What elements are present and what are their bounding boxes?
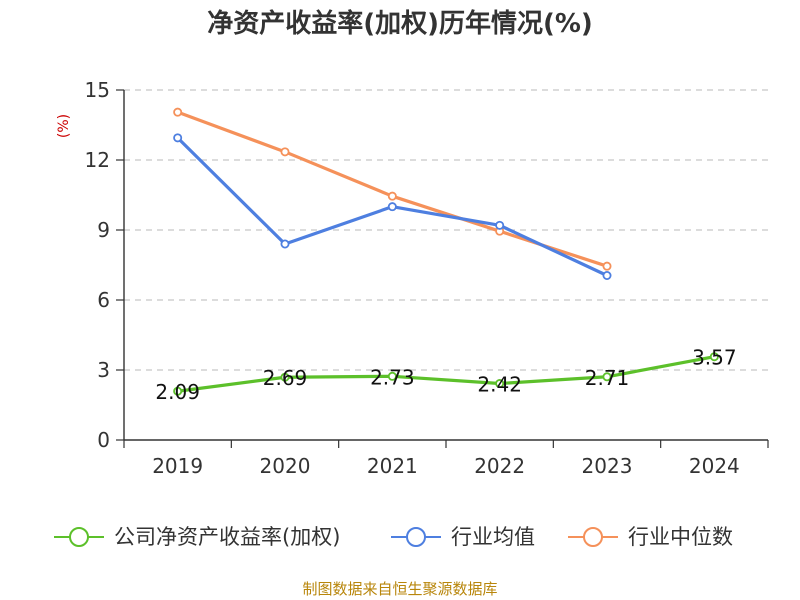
series-lines — [173, 107, 719, 396]
data-point — [602, 372, 612, 382]
y-tick-label: 15 — [85, 78, 110, 102]
legend-item-0[interactable]: 公司净资产收益率(加权) — [54, 525, 340, 549]
legend-marker — [69, 527, 89, 547]
x-tick-label: 2021 — [367, 454, 418, 478]
data-labels: 2.09 2.69 2.73 2.42 2.71 3.57 — [155, 346, 736, 405]
y-tick-label: 6 — [97, 288, 110, 312]
legend-item-2[interactable]: 行业中位数 — [568, 525, 733, 549]
data-point — [173, 133, 183, 143]
legend[interactable]: 公司净资产收益率(加权) 行业均值 行业中位数 — [54, 525, 733, 549]
data-label: 2.69 — [263, 366, 308, 390]
legend-item-1[interactable]: 行业均值 — [391, 525, 535, 549]
x-tick-label: 2023 — [582, 454, 633, 478]
y-tick-label: 9 — [97, 218, 110, 242]
y-tick-label: 3 — [97, 358, 110, 382]
axes: 0 3 6 9 12 15 2019 2020 2021 2022 2023 2024 — [85, 78, 769, 478]
data-label: 2.42 — [477, 373, 522, 397]
data-label: 2.73 — [370, 365, 415, 389]
data-point — [387, 202, 397, 212]
data-point — [280, 239, 290, 249]
grid-lines — [124, 89, 768, 371]
data-point — [709, 352, 719, 362]
y-tick-label: 12 — [85, 148, 110, 172]
data-point — [387, 191, 397, 201]
series-line-0 — [176, 355, 716, 393]
data-label: 2.71 — [585, 366, 630, 390]
x-tick-label: 2022 — [474, 454, 525, 478]
data-label: 2.09 — [155, 380, 200, 404]
data-point — [173, 386, 183, 396]
data-point — [602, 261, 612, 271]
data-label: 3.57 — [692, 346, 737, 370]
legend-label: 公司净资产收益率(加权) — [114, 525, 340, 549]
chart-title: 净资产收益率(加权)历年情况(%) — [207, 8, 593, 39]
data-point — [495, 220, 505, 230]
y-tick-label: 0 — [97, 428, 110, 452]
source-note: 制图数据来自恒生聚源数据库 — [302, 580, 497, 598]
series-line-2 — [176, 110, 609, 268]
x-tick-label: 2020 — [260, 454, 311, 478]
data-point — [280, 147, 290, 157]
data-point — [387, 371, 397, 381]
legend-label: 行业均值 — [451, 525, 535, 549]
data-point — [173, 107, 183, 117]
legend-marker — [583, 527, 603, 547]
x-tick-label: 2019 — [152, 454, 203, 478]
y-unit-label: (%) — [56, 114, 72, 138]
legend-marker — [406, 527, 426, 547]
data-point — [495, 379, 505, 389]
data-point — [280, 372, 290, 382]
x-tick-label: 2024 — [689, 454, 740, 478]
data-point — [602, 270, 612, 280]
legend-label: 行业中位数 — [628, 525, 733, 549]
